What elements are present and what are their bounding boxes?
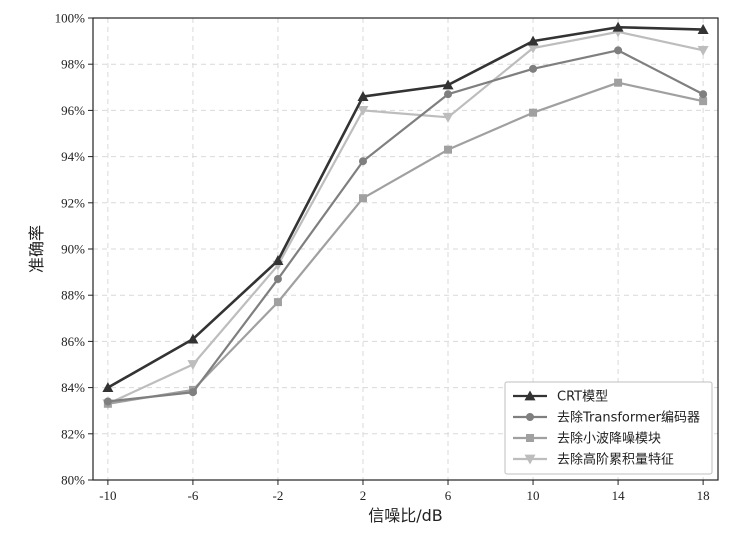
legend-item: CRT模型 [513,390,608,405]
data-point [273,275,282,284]
data-point [699,97,708,106]
y-tick-label: 88% [61,288,85,303]
series-2 [103,46,708,406]
data-point [272,255,284,265]
y-axis-title: 准确率 [27,225,46,273]
ticks: 80% 82% 84% 86% 88% 90% 92% 94% 96% 98% 100% -10 -6 -… [55,11,710,504]
x-tick-label: -10 [99,488,116,503]
x-tick-label: -6 [187,488,198,503]
y-tick-label: 98% [61,57,85,72]
legend-item: 去除Transformer编码器 [513,411,700,426]
y-tick-label: 94% [61,149,85,164]
series-line [107,30,704,405]
data-point [188,388,197,397]
legend-item: 去除小波降噪模块 [513,432,661,447]
y-tick-label: 92% [61,195,85,210]
data-point [699,90,708,99]
x-tick-label: 18 [697,488,710,503]
y-tick-label: 96% [61,103,85,118]
y-tick-label: 80% [61,473,85,488]
x-tick-label: 2 [360,488,367,503]
legend-label: 去除Transformer编码器 [557,411,700,426]
data-point [442,79,454,90]
x-tick-label: 14 [612,488,626,503]
data-point [357,106,369,116]
data-point [358,194,367,203]
data-point [187,360,199,370]
data-point [612,21,624,32]
x-tick-label: 10 [527,488,540,503]
series-1 [102,21,709,392]
y-tick-label: 100% [55,11,86,26]
data-point [187,333,199,344]
data-point [697,24,709,34]
x-axis-title: 信噪比/dB [368,506,443,525]
legend-marker [526,434,534,442]
data-point [614,78,623,87]
data-point [529,108,538,117]
series-layer [102,21,709,410]
data-point [357,91,369,101]
legend-marker [524,390,536,401]
data-point [103,397,112,406]
x-tick-label: -2 [273,488,284,503]
legend-label: CRT模型 [557,390,608,405]
data-point [444,145,453,154]
data-point [442,112,454,123]
y-tick-label: 82% [61,426,85,441]
data-point [527,43,539,54]
y-tick-label: 90% [61,242,85,257]
series-line [107,81,704,405]
data-point [444,90,453,99]
data-point [614,46,623,55]
legend-label: 去除小波降噪模块 [557,432,661,447]
series-line [107,25,704,389]
series-line [107,49,704,403]
data-point [273,298,282,307]
legend-marker [526,413,534,421]
data-point [102,382,114,392]
legend-label: 去除高阶累积量特征 [557,452,674,468]
data-point [529,64,538,73]
x-tick-label: 6 [445,488,452,503]
data-point [358,157,367,166]
legend-marker [524,454,536,465]
data-point [697,45,709,56]
legend-item: 去除高阶累积量特征 [513,452,674,468]
legend-box [504,381,713,475]
data-point [527,35,539,46]
y-tick-label: 86% [61,334,85,349]
y-tick-label: 84% [61,380,85,395]
